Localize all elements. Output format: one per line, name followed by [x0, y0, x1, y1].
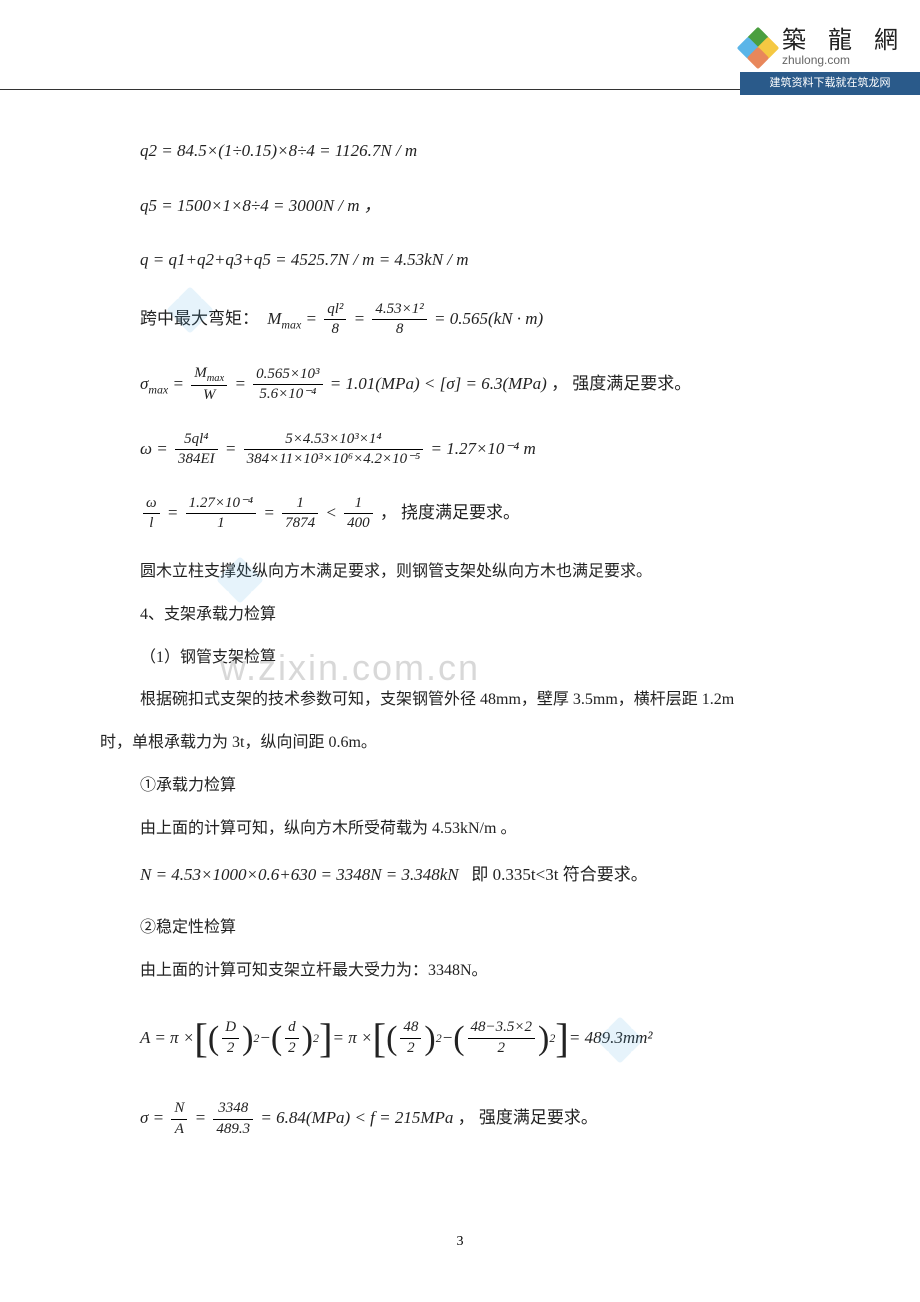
frac-num: 1 — [282, 494, 318, 515]
frac-den: 7874 — [282, 514, 318, 534]
page-number: 3 — [457, 1229, 464, 1254]
logo-tagline: 建筑资料下载就在筑龙网 — [740, 72, 920, 96]
frac-num: 1 — [344, 494, 373, 515]
frac-d2: d 2 — [285, 1018, 299, 1058]
logo-main: 築 龍 網 zhulong.com — [740, 28, 920, 68]
sigma-sub: max — [148, 382, 168, 396]
item-2: ②稳定性检算 — [140, 914, 820, 943]
para-load: 由上面的计算可知，纵向方木所受荷载为 4.53kN/m 。 — [140, 815, 820, 844]
frac-400: 1 400 — [344, 494, 373, 534]
sigma2-tail: ， 强度满足要求。 — [458, 1108, 598, 1127]
a-result: = 489.3mm² — [569, 1023, 653, 1054]
frac-den: 400 — [344, 514, 373, 534]
mmax-var: M — [267, 309, 281, 328]
omega-result: = 1.27×10⁻⁴ m — [430, 439, 535, 458]
frac-sigma-val: 0.565×10³ 5.6×10⁻⁴ — [253, 365, 322, 405]
sigma-tail: ， 强度满足要求。 — [551, 374, 691, 393]
frac-den: 2 — [400, 1039, 421, 1059]
frac-inner: 48−3.5×2 2 — [468, 1018, 536, 1058]
page-header: 築 龍 網 zhulong.com 建筑资料下载就在筑龙网 — [0, 0, 920, 90]
equation-q-total: q = q1+q2+q3+q5 = 4525.7N / m = 4.53kN /… — [140, 245, 820, 276]
frac-num: ω — [143, 494, 160, 515]
section-heading-4: 4、支架承载力检算 — [140, 601, 820, 630]
frac-NA: N A — [171, 1099, 187, 1139]
mmax-sub: max — [281, 317, 301, 331]
document-content: q2 = 84.5×(1÷0.15)×8÷4 = 1126.7N / m q5 … — [0, 90, 920, 1193]
frac-den: 8 — [372, 320, 426, 340]
frac-den: 5.6×10⁻⁴ — [253, 385, 322, 405]
frac-den: 384×11×10³×10⁶×4.2×10⁻⁵ — [244, 450, 424, 470]
equation-q2: q2 = 84.5×(1÷0.15)×8÷4 = 1126.7N / m — [140, 136, 820, 167]
a-lhs: A = π × — [140, 1023, 194, 1054]
frac-den: 384EI — [175, 450, 218, 470]
frac-den: W — [191, 386, 227, 406]
para-max-force: 由上面的计算可知支架立杆最大受力为：3348N。 — [140, 957, 820, 986]
item-1: ①承载力检算 — [140, 772, 820, 801]
ratio-tail: ， 挠度满足要求。 — [380, 503, 520, 522]
frac-moment-val: 4.53×1² 8 — [372, 300, 426, 340]
frac-num: 4.53×1² — [372, 300, 426, 321]
frac-num: D — [222, 1018, 239, 1039]
logo-url-text: zhulong.com — [782, 54, 906, 67]
frac-ratio-val: 1.27×10⁻⁴ 1 — [186, 494, 257, 534]
subsection-1: （1）钢管支架检算 — [140, 644, 820, 673]
equation-sigma-final: σ = N A = 3348 489.3 = 6.84(MPa) < f = 2… — [140, 1099, 820, 1139]
frac-num: 5ql⁴ — [175, 430, 218, 451]
frac-num: 5×4.53×10³×1⁴ — [244, 430, 424, 451]
equation-omega: ω = 5ql⁴ 384EI = 5×4.53×10³×1⁴ 384×11×10… — [140, 430, 820, 470]
frac-7874: 1 7874 — [282, 494, 318, 534]
equation-area: A = π × [ ( D 2 )2 − ( d 2 )2 ] = π × [ … — [140, 1002, 820, 1075]
frac-num: N — [171, 1099, 187, 1120]
frac-omega-sym: 5ql⁴ 384EI — [175, 430, 218, 470]
frac-num: d — [285, 1018, 299, 1039]
n-calc: N = 4.53×1000×0.6+630 = 3348N = 3.348kN — [140, 865, 459, 884]
frac-omega-val: 5×4.53×10³×1⁴ 384×11×10³×10⁶×4.2×10⁻⁵ — [244, 430, 424, 470]
frac-num: 0.565×10³ — [253, 365, 322, 386]
sigma2-lhs: σ = — [140, 1108, 164, 1127]
frac-den: A — [171, 1120, 187, 1140]
frac-num: 3348 — [213, 1099, 253, 1120]
frac-den: 2 — [468, 1039, 536, 1059]
sigma-result: = 1.01(MPa) < [σ] = 6.3(MPa) — [330, 374, 547, 393]
frac-omega-l: ω l — [143, 494, 160, 534]
mmax-result: = 0.565(kN · m) — [434, 309, 543, 328]
frac-den: 489.3 — [213, 1120, 253, 1140]
frac-den: 2 — [285, 1039, 299, 1059]
frac-num-m: M — [194, 365, 207, 381]
equation-ratio: ω l = 1.27×10⁻⁴ 1 = 1 7874 < 1 400 ， 挠度满… — [140, 494, 820, 534]
omega-lhs: ω = — [140, 439, 168, 458]
logo-cn-text: 築 龍 網 — [782, 28, 906, 54]
frac-den: 2 — [222, 1039, 239, 1059]
frac-num: 1.27×10⁻⁴ — [186, 494, 257, 515]
frac-num: ql² — [324, 300, 346, 321]
frac-den: 1 — [186, 514, 257, 534]
equation-n: N = 4.53×1000×0.6+630 = 3348N = 3.348kN … — [140, 860, 820, 891]
frac-ql8: ql² 8 — [324, 300, 346, 340]
logo-flower-icon — [740, 30, 776, 66]
frac-mw: Mmax W — [191, 364, 227, 406]
equation-sigma-max: σmax = Mmax W = 0.565×10³ 5.6×10⁻⁴ = 1.0… — [140, 364, 820, 406]
moment-label: 跨中最大弯矩： — [140, 309, 259, 328]
para-conclusion-1: 圆木立柱支撑处纵向方木满足要求，则钢管支架处纵向方木也满足要求。 — [140, 558, 820, 587]
logo-container: 築 龍 網 zhulong.com 建筑资料下载就在筑龙网 — [740, 28, 920, 95]
frac-num: 48 — [400, 1018, 421, 1039]
frac-D2: D 2 — [222, 1018, 239, 1058]
frac-den: l — [143, 514, 160, 534]
frac-num-sub: max — [207, 373, 225, 384]
frac-sigma2-val: 3348 489.3 — [213, 1099, 253, 1139]
equation-q5: q5 = 1500×1×8÷4 = 3000N / m ， — [140, 191, 820, 222]
frac-den: 8 — [324, 320, 346, 340]
ratio-lt: < — [325, 503, 336, 522]
para-params: 根据碗扣式支架的技术参数可知，支架钢管外径 48mm，壁厚 3.5mm，横杆层距… — [140, 686, 820, 715]
frac-48-2: 48 2 — [400, 1018, 421, 1058]
para-params-cont: 时，单根承载力为 3t，纵向间距 0.6m。 — [100, 729, 820, 758]
equation-moment-max: 跨中最大弯矩： Mmax = ql² 8 = 4.53×1² 8 = 0.565… — [140, 300, 820, 340]
a-mid: = π × — [333, 1023, 373, 1054]
n-tail: 即 0.335t<3t 符合要求。 — [471, 865, 647, 884]
sigma2-result: = 6.84(MPa) < f = 215MPa — [260, 1108, 453, 1127]
frac-num: 48−3.5×2 — [468, 1018, 536, 1039]
logo-text-block: 築 龍 網 zhulong.com — [782, 28, 906, 68]
